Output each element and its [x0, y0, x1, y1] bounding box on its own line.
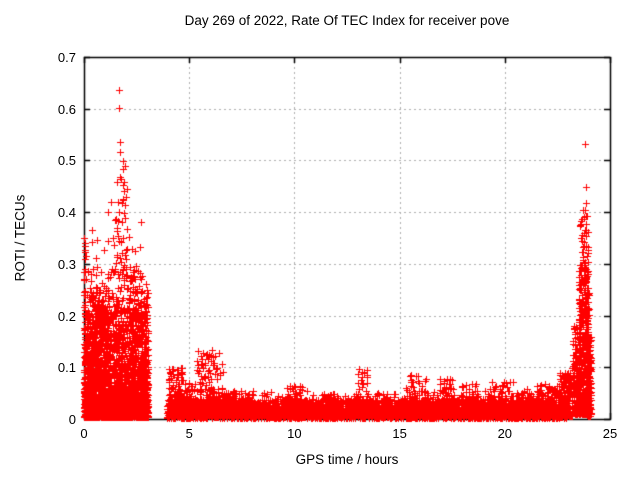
y-tick-label: 0.4 [57, 205, 76, 221]
chart-title: Day 269 of 2022, Rate Of TEC Index for r… [184, 13, 510, 28]
y-axis-label: ROTI / TECUs [12, 194, 28, 282]
x-tick-label: 20 [497, 426, 513, 441]
y-tick-label: 0.2 [57, 308, 76, 324]
x-tick-label: 25 [602, 426, 618, 441]
y-tick-label: 0.6 [57, 101, 76, 117]
y-tick-label: 0.3 [57, 256, 76, 272]
y-tick-label: 0.1 [57, 360, 76, 376]
x-tick-label: 5 [185, 426, 193, 441]
x-tick-label: 15 [392, 426, 407, 441]
y-tick-label: 0 [68, 412, 76, 427]
y-tick-label: 0.7 [57, 50, 76, 65]
y-tick-label: 0.5 [57, 153, 76, 169]
x-tick-label: 10 [287, 426, 302, 441]
x-tick-label: 0 [80, 426, 88, 441]
x-axis-label: GPS time / hours [295, 452, 399, 467]
